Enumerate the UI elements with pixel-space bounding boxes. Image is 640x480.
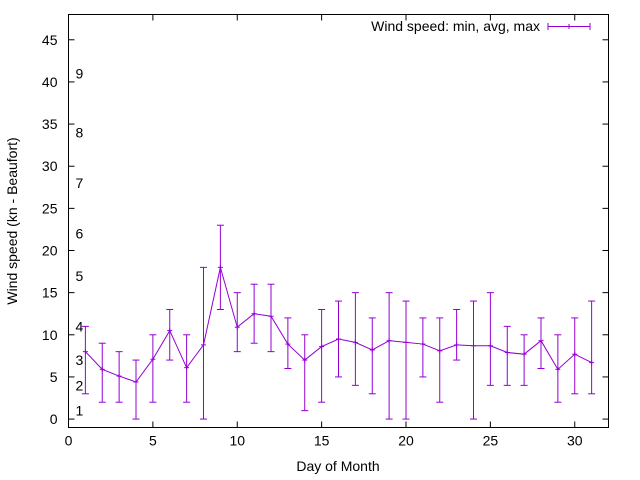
x-tick-label-15: 15 [314, 433, 330, 449]
x-tick-label-30: 30 [567, 433, 583, 449]
legend: Wind speed: min, avg, max [371, 18, 591, 34]
series-wind-speed [81, 224, 596, 420]
beaufort-label-4: 4 [76, 318, 84, 334]
y-tick-label-15: 15 [42, 285, 58, 301]
beaufort-label-6: 6 [76, 226, 84, 242]
beaufort-label-2: 2 [76, 377, 84, 393]
x-tick-label-10: 10 [229, 433, 245, 449]
beaufort-label-9: 9 [76, 66, 84, 82]
beaufort-label-8: 8 [76, 125, 84, 141]
legend-label: Wind speed: min, avg, max [371, 18, 540, 34]
y-tick-label-30: 30 [42, 158, 58, 174]
beaufort-label-7: 7 [76, 175, 84, 191]
x-tick-label-20: 20 [398, 433, 414, 449]
plot-border [68, 14, 609, 428]
beaufort-label-5: 5 [76, 268, 84, 284]
x-axis-label: Day of Month [296, 458, 379, 474]
x-tick-label-25: 25 [483, 433, 499, 449]
y-tick-label-0: 0 [50, 411, 58, 427]
y-tick-label-10: 10 [42, 327, 58, 343]
beaufort-label-1: 1 [76, 403, 84, 419]
y-axis-label: Wind speed (kn - Beaufort) [4, 137, 20, 304]
y-tick-label-5: 5 [50, 369, 58, 385]
x-tick-label-0: 0 [65, 433, 73, 449]
y-tick-label-40: 40 [42, 74, 58, 90]
plot-frame [68, 14, 609, 428]
beaufort-scale-labels: 1 2 3 4 5 6 7 8 9 [76, 66, 84, 419]
beaufort-label-3: 3 [76, 352, 84, 368]
x-axis: 0 5 10 15 20 25 30 [65, 14, 583, 449]
y-tick-label-20: 20 [42, 243, 58, 259]
y-tick-label-45: 45 [42, 32, 58, 48]
y-tick-label-35: 35 [42, 116, 58, 132]
x-tick-label-5: 5 [149, 433, 157, 449]
y-tick-label-25: 25 [42, 200, 58, 216]
